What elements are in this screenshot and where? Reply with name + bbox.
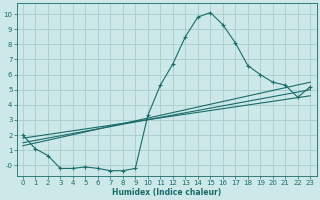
X-axis label: Humidex (Indice chaleur): Humidex (Indice chaleur) <box>112 188 221 197</box>
